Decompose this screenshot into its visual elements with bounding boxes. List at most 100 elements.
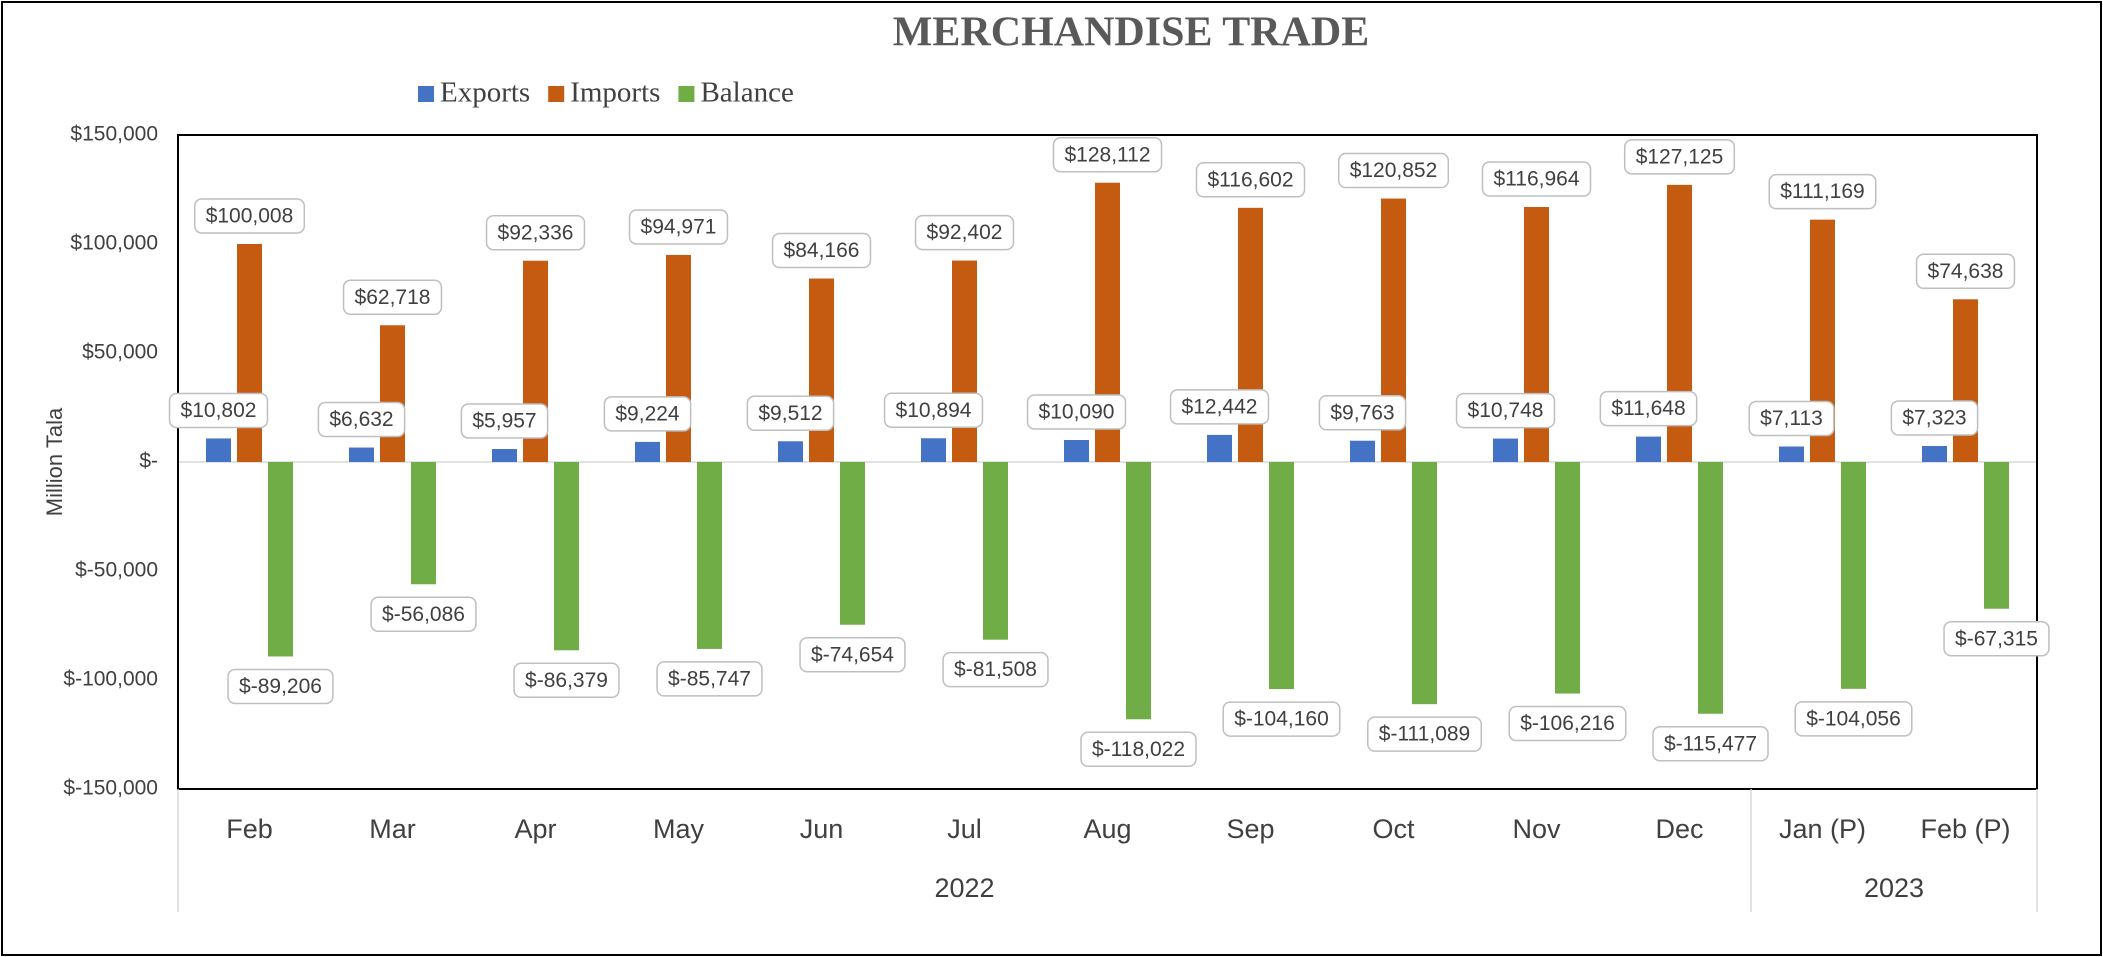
y-tick-label: $-150,000 [63, 777, 158, 800]
y-tick-label: $-50,000 [75, 559, 158, 582]
bar [554, 462, 579, 651]
data-label-box [193, 198, 306, 234]
data-label: $-115,477 [1664, 732, 1757, 755]
bar [1493, 438, 1518, 462]
data-label: $-89,206 [239, 675, 322, 698]
data-label: $-111,089 [1379, 723, 1470, 746]
bar [492, 449, 517, 462]
legend-label: Balance [700, 77, 793, 109]
bar [778, 441, 803, 462]
data-label: $-67,315 [1955, 627, 2038, 650]
bar [1953, 299, 1978, 462]
x-tick-label: Nov [1512, 814, 1561, 844]
data-label: $10,748 [1468, 399, 1544, 422]
data-label: $62,718 [355, 286, 431, 309]
bar [1922, 446, 1947, 462]
bar [840, 462, 865, 625]
data-label: $84,166 [784, 239, 860, 262]
data-label-box [1222, 701, 1341, 737]
data-label-box [746, 395, 835, 432]
data-label-box [1508, 705, 1627, 742]
bar [268, 462, 293, 657]
data-label-box [883, 392, 984, 429]
data-label: $7,113 [1760, 407, 1823, 430]
legend-swatch [418, 86, 434, 102]
data-label-box [370, 596, 477, 633]
data-label: $-74,654 [811, 643, 894, 666]
group-label: 2023 [1864, 873, 1924, 903]
bar [1636, 436, 1661, 462]
data-label: $116,964 [1493, 168, 1579, 191]
data-label: $10,894 [896, 399, 972, 422]
bar [1269, 462, 1294, 690]
data-label: $116,602 [1207, 168, 1293, 191]
data-label: $111,169 [1780, 180, 1864, 203]
chart-title: MERCHANDISE TRADE [893, 10, 1369, 56]
y-tick-label: $- [139, 450, 158, 473]
y-tick-label: $-100,000 [63, 668, 158, 691]
data-label-box [1195, 162, 1306, 198]
data-label: $7,323 [1902, 407, 1966, 430]
bar [1555, 462, 1580, 694]
data-label-box [628, 209, 729, 245]
legend-label: Imports [570, 77, 660, 109]
data-label-box [317, 401, 406, 438]
data-label: $-104,056 [1806, 707, 1901, 730]
bar [635, 441, 660, 462]
data-label: $92,336 [498, 221, 574, 244]
data-label-box [1623, 139, 1736, 175]
data-label-box [1481, 161, 1592, 197]
data-label: $-106,216 [1520, 712, 1615, 735]
data-label-box [1337, 152, 1450, 189]
data-label-box [1080, 731, 1197, 768]
data-label-box [914, 214, 1015, 251]
data-label: $10,802 [181, 399, 257, 422]
x-tick-label: Feb (P) [1920, 814, 2010, 844]
group-label: 2022 [934, 873, 994, 903]
bar [1412, 462, 1437, 705]
y-axis-title: Million Tala [42, 407, 67, 516]
y-tick-label: $100,000 [70, 232, 158, 255]
data-label: $-85,747 [668, 667, 751, 690]
data-label: $94,971 [641, 216, 717, 239]
data-label-box [1455, 392, 1556, 429]
bar [1984, 462, 2009, 609]
bar [1064, 440, 1089, 462]
data-label-box [1794, 701, 1913, 737]
x-tick-label: Mar [369, 814, 416, 844]
data-label: $11,648 [1611, 397, 1685, 420]
legend-swatch [548, 86, 565, 102]
data-label: $9,224 [615, 402, 680, 425]
bar [380, 325, 405, 462]
data-label: $12,442 [1182, 395, 1258, 418]
data-label: $6,632 [329, 408, 393, 431]
data-label-box [603, 396, 692, 432]
data-label: $-81,508 [954, 658, 1037, 681]
data-label: $127,125 [1636, 145, 1724, 168]
bar [921, 438, 946, 462]
data-label-box [1748, 400, 1835, 437]
data-label-box [942, 651, 1049, 688]
data-label-box [799, 636, 906, 673]
bar [1126, 462, 1151, 720]
x-tick-label: May [653, 814, 705, 844]
y-tick-label: $50,000 [82, 341, 158, 364]
data-label: $-118,022 [1092, 738, 1185, 761]
bar [349, 447, 374, 462]
data-label: $120,852 [1350, 159, 1438, 182]
data-label-box [1318, 394, 1407, 431]
bar [1779, 446, 1804, 462]
data-label-box [1026, 394, 1127, 430]
data-label: $-104,160 [1234, 708, 1329, 731]
data-label-box [1052, 136, 1163, 173]
data-label-box [227, 668, 334, 705]
bar [1350, 440, 1375, 462]
x-tick-label: Aug [1083, 814, 1131, 844]
x-tick-label: Feb [226, 814, 273, 844]
data-label-box [168, 392, 269, 429]
data-label-box [460, 403, 549, 439]
data-label-box [1599, 390, 1698, 427]
bar [1841, 462, 1866, 689]
bar [411, 462, 436, 585]
legend-swatch [678, 86, 695, 102]
